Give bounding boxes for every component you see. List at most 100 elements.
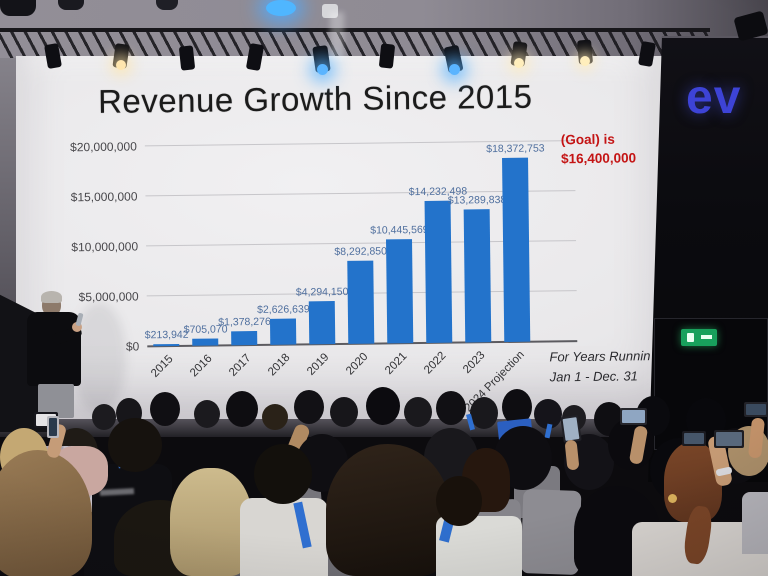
phone-screen [36, 414, 56, 426]
lanyard-strap [544, 423, 553, 439]
stage-light [112, 43, 130, 69]
raised-arm [747, 417, 766, 459]
chair-back [318, 538, 414, 576]
ceiling-fixture [733, 10, 768, 42]
audience-torso [240, 498, 328, 576]
stage-light-lens [580, 56, 590, 66]
raised-arm [706, 434, 734, 488]
speaker-head [42, 294, 61, 316]
lanyard-strap [117, 455, 147, 469]
audience-head [92, 404, 116, 430]
audience-head [294, 390, 324, 424]
audience-head [296, 434, 348, 492]
stage-light-lens [116, 60, 126, 70]
phone [744, 402, 768, 417]
audience-head [608, 418, 654, 470]
phone-screen [716, 432, 742, 446]
audience-head [562, 405, 586, 431]
phone-screen [562, 417, 580, 441]
audience-head [564, 434, 614, 490]
raised-arm [628, 425, 649, 465]
speaker-legs [38, 384, 74, 418]
audience-head [664, 442, 722, 522]
speaker-hand [72, 322, 82, 332]
stage-light [44, 42, 62, 70]
audience-head [0, 428, 48, 486]
stage-light [576, 39, 594, 65]
chair-back [520, 489, 582, 575]
stage-light-lens [449, 64, 460, 75]
audience-head [470, 397, 498, 429]
bag [52, 446, 108, 496]
ponytail [682, 504, 714, 566]
exit-sign-icon [681, 329, 717, 346]
audience-head [330, 397, 358, 427]
audience-head [594, 402, 624, 436]
audience-head [194, 400, 220, 428]
phone [560, 414, 582, 444]
audience-head [366, 387, 400, 425]
ceiling-fixture [156, 0, 178, 10]
chair-back [514, 466, 560, 518]
stage-light [178, 45, 196, 71]
stage-light [510, 41, 528, 67]
projection-screen: Revenue Growth Since 2015 $0 $5,000,000 $1… [16, 56, 662, 422]
ceiling-fixture [322, 4, 338, 18]
laptop-lid [497, 418, 533, 442]
audience-head [54, 428, 98, 476]
audience-head [150, 392, 180, 426]
audience-head [108, 418, 162, 472]
audience-head [436, 476, 482, 526]
audience-head [116, 398, 142, 428]
audience-head [226, 391, 258, 427]
left-wall [0, 58, 18, 308]
lanyard-strap [293, 501, 312, 549]
audience-head [262, 404, 288, 430]
audience-head [494, 426, 552, 490]
audience-head [534, 399, 562, 429]
speaker-body [27, 312, 81, 386]
speaker-shadow [72, 302, 126, 414]
phone [714, 430, 744, 448]
raised-arm [564, 439, 580, 471]
audience-head [650, 438, 708, 502]
audience-head [636, 396, 670, 436]
phone [620, 408, 647, 425]
audience-torso [632, 522, 768, 576]
ceiling-fixture [0, 0, 36, 16]
lanyard-strap [466, 413, 475, 431]
audience-head [574, 486, 660, 576]
audience-head [686, 398, 726, 442]
exit-arrow-icon [701, 335, 712, 339]
audience-head [712, 428, 760, 484]
phone-screen [49, 418, 57, 436]
audience-head [170, 468, 252, 576]
stage-light [378, 43, 396, 69]
chair-back [716, 524, 768, 576]
lanyard-strap [439, 499, 459, 543]
speaker-arm [51, 325, 83, 346]
audience-head [436, 391, 466, 425]
stage-light [245, 42, 265, 72]
stage-light-lens [317, 64, 328, 75]
audience-head [424, 428, 478, 488]
phone-screen [746, 404, 766, 415]
exit-runner-icon [687, 333, 694, 342]
speaker-hair [41, 291, 62, 303]
audience-head [502, 389, 532, 425]
audience-torso [84, 464, 172, 576]
audience-head [462, 448, 510, 512]
raised-arm [45, 422, 68, 460]
stage-monitor [0, 294, 58, 432]
audience-head [254, 444, 312, 504]
wall-logo: ev [686, 71, 742, 124]
projector-beam [330, 12, 344, 60]
audience-torso [436, 516, 522, 576]
earring [668, 494, 677, 503]
phone-screen [684, 433, 704, 444]
audience-head [728, 426, 768, 476]
audience-head [326, 444, 450, 576]
stage-light-lens [514, 58, 524, 68]
